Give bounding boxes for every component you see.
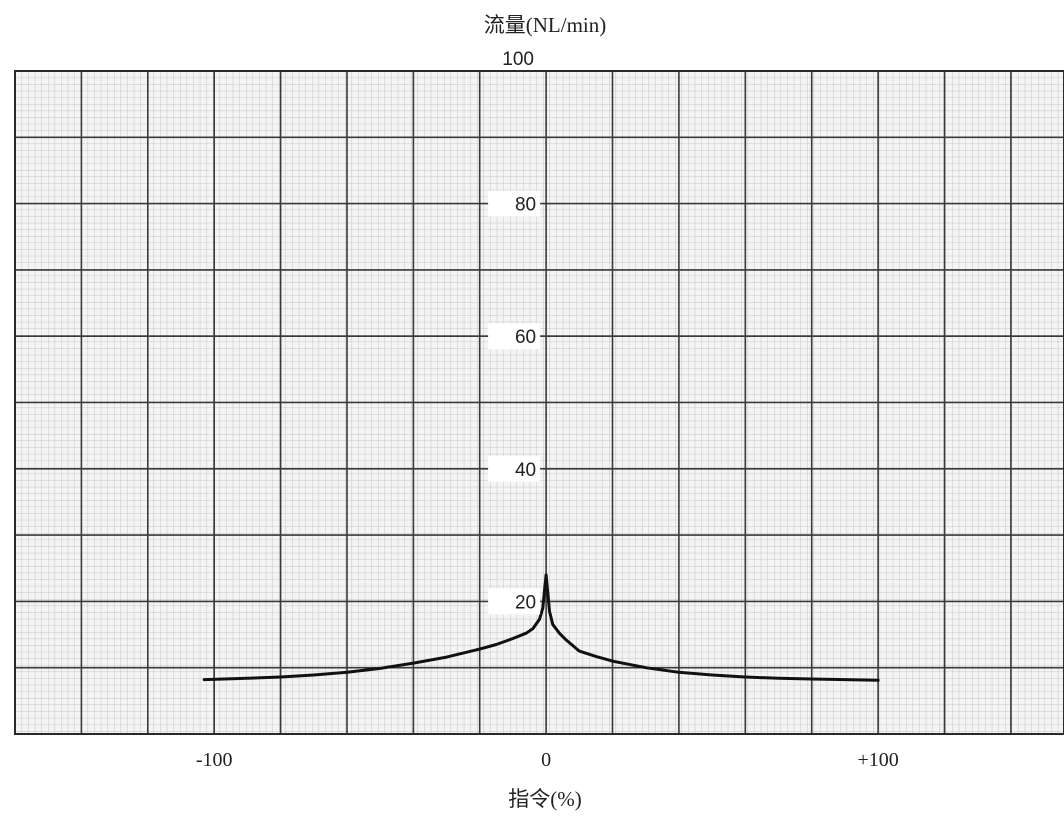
series-line-0 (202, 573, 880, 682)
x-tick-labels: -100 0 +100 (196, 749, 899, 771)
x-axis-title: 指令(%) (508, 787, 581, 811)
plot-border (14, 70, 1064, 735)
y-tick-label: 80 (515, 195, 536, 216)
x-tick-label: -100 (196, 749, 233, 771)
y-tick-label-bg (488, 455, 541, 482)
y-tick-label-bg (488, 323, 541, 350)
y-axis-title: 流量(NL/min) (484, 13, 606, 37)
y-tick-label: 60 (515, 327, 536, 348)
y-tick-label: 20 (515, 592, 536, 613)
y-tick-label-bg (488, 190, 541, 217)
y-tick-label-bg (488, 588, 541, 615)
y-tick-label: 100 (502, 49, 534, 70)
series-layer (202, 573, 880, 682)
y-tick-label: 40 (515, 460, 536, 481)
x-tick-label: 0 (541, 749, 551, 771)
y-tick-labels: 20 40 60 80 100 (488, 49, 541, 615)
x-tick-label: +100 (857, 749, 898, 771)
